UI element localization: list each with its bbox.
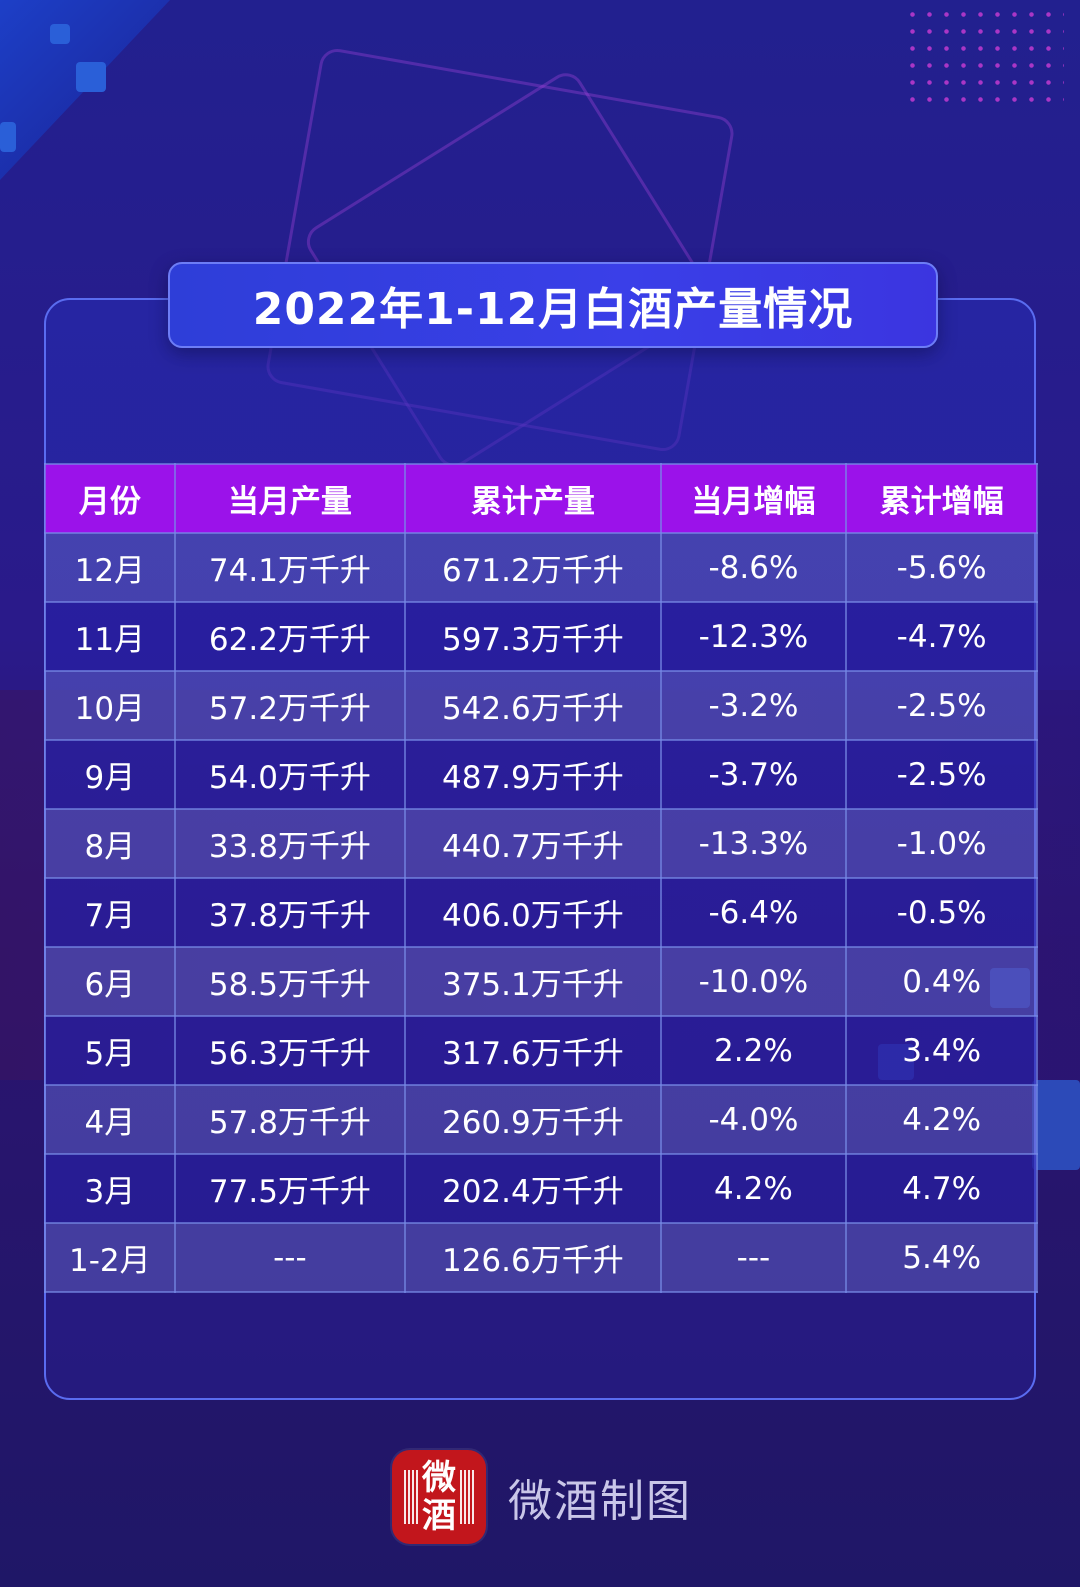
- cell-cumulative-output: 317.6万千升: [404, 1015, 662, 1086]
- table-row: 1-2月 --- 126.6万千升 --- 5.4%: [44, 1222, 1038, 1293]
- cell-cumulative-growth: 4.2%: [845, 1084, 1038, 1155]
- cell-cumulative-output: 406.0万千升: [404, 877, 662, 948]
- cell-monthly-output: 74.1万千升: [173, 532, 407, 603]
- cell-month: 4月: [44, 1084, 176, 1155]
- cell-monthly-growth: -6.4%: [659, 877, 848, 948]
- cell-monthly-output: 57.8万千升: [173, 1084, 407, 1155]
- cell-cumulative-output: 260.9万千升: [404, 1084, 662, 1155]
- cell-cumulative-growth: 4.7%: [845, 1153, 1038, 1224]
- cell-cumulative-output: 671.2万千升: [404, 532, 662, 603]
- table-row: 5月 56.3万千升 317.6万千升 2.2% 3.4%: [44, 1015, 1038, 1086]
- cell-month: 8月: [44, 808, 176, 879]
- logo-text-top: 微: [422, 1458, 456, 1498]
- cell-monthly-output: ---: [173, 1222, 407, 1293]
- cell-monthly-output: 62.2万千升: [173, 601, 407, 672]
- cell-month: 11月: [44, 601, 176, 672]
- cell-monthly-growth: -3.7%: [659, 739, 848, 810]
- logo-bars-right: [460, 1470, 474, 1524]
- cell-cumulative-growth: -0.5%: [845, 877, 1038, 948]
- cell-cumulative-output: 440.7万千升: [404, 808, 662, 879]
- cell-cumulative-growth: 0.4%: [845, 946, 1038, 1017]
- cell-monthly-growth: -12.3%: [659, 601, 848, 672]
- cell-cumulative-output: 597.3万千升: [404, 601, 662, 672]
- cell-month: 5月: [44, 1015, 176, 1086]
- cell-cumulative-output: 202.4万千升: [404, 1153, 662, 1224]
- header-monthly-output: 当月产量: [173, 463, 407, 534]
- dot-pattern-decoration: [904, 6, 1064, 106]
- decorative-square: [0, 122, 16, 152]
- cell-monthly-growth: 4.2%: [659, 1153, 848, 1224]
- cell-cumulative-growth: -1.0%: [845, 808, 1038, 879]
- table-row: 12月 74.1万千升 671.2万千升 -8.6% -5.6%: [44, 532, 1038, 603]
- cell-monthly-output: 33.8万千升: [173, 808, 407, 879]
- cell-month: 6月: [44, 946, 176, 1017]
- title-box: 2022年1-12月白酒产量情况: [168, 262, 938, 348]
- table-row: 11月 62.2万千升 597.3万千升 -12.3% -4.7%: [44, 601, 1038, 672]
- cell-monthly-output: 37.8万千升: [173, 877, 407, 948]
- cell-monthly-growth: -13.3%: [659, 808, 848, 879]
- logo-bars-left: [404, 1470, 418, 1524]
- table-row: 6月 58.5万千升 375.1万千升 -10.0% 0.4%: [44, 946, 1038, 1017]
- cell-monthly-growth: -3.2%: [659, 670, 848, 741]
- cell-monthly-output: 56.3万千升: [173, 1015, 407, 1086]
- cell-month: 3月: [44, 1153, 176, 1224]
- table-row: 3月 77.5万千升 202.4万千升 4.2% 4.7%: [44, 1153, 1038, 1224]
- cell-monthly-growth: -4.0%: [659, 1084, 848, 1155]
- cell-cumulative-output: 487.9万千升: [404, 739, 662, 810]
- cell-monthly-output: 77.5万千升: [173, 1153, 407, 1224]
- cell-month: 9月: [44, 739, 176, 810]
- table-header-row: 月份 当月产量 累计产量 当月增幅 累计增幅: [44, 463, 1038, 534]
- cell-month: 12月: [44, 532, 176, 603]
- cell-month: 7月: [44, 877, 176, 948]
- cell-cumulative-growth: -2.5%: [845, 670, 1038, 741]
- cell-monthly-output: 58.5万千升: [173, 946, 407, 1017]
- cell-cumulative-growth: -4.7%: [845, 601, 1038, 672]
- header-month: 月份: [44, 463, 176, 534]
- cell-monthly-growth: 2.2%: [659, 1015, 848, 1086]
- table-row: 8月 33.8万千升 440.7万千升 -13.3% -1.0%: [44, 808, 1038, 879]
- decorative-square: [50, 24, 70, 44]
- header-cumulative-growth: 累计增幅: [845, 463, 1038, 534]
- table-row: 7月 37.8万千升 406.0万千升 -6.4% -0.5%: [44, 877, 1038, 948]
- cell-monthly-growth: ---: [659, 1222, 848, 1293]
- cell-monthly-output: 57.2万千升: [173, 670, 407, 741]
- cell-month: 1-2月: [44, 1222, 176, 1293]
- production-table: 月份 当月产量 累计产量 当月增幅 累计增幅 12月 74.1万千升 671.2…: [44, 463, 1038, 1293]
- footer-label: 微酒制图: [508, 1476, 692, 1527]
- cell-monthly-growth: -8.6%: [659, 532, 848, 603]
- logo-text-bottom: 酒: [422, 1496, 456, 1536]
- header-monthly-growth: 当月增幅: [659, 463, 848, 534]
- cell-cumulative-growth: 3.4%: [845, 1015, 1038, 1086]
- table-row: 10月 57.2万千升 542.6万千升 -3.2% -2.5%: [44, 670, 1038, 741]
- weijiu-logo-icon: 微 酒: [392, 1450, 486, 1544]
- decorative-square: [76, 62, 106, 92]
- cell-cumulative-output: 542.6万千升: [404, 670, 662, 741]
- cell-cumulative-growth: 5.4%: [845, 1222, 1038, 1293]
- cell-monthly-growth: -10.0%: [659, 946, 848, 1017]
- logo-text: 微 酒: [417, 1459, 461, 1535]
- table-row: 4月 57.8万千升 260.9万千升 -4.0% 4.2%: [44, 1084, 1038, 1155]
- cell-monthly-output: 54.0万千升: [173, 739, 407, 810]
- page-title: 2022年1-12月白酒产量情况: [252, 284, 854, 335]
- table-row: 9月 54.0万千升 487.9万千升 -3.7% -2.5%: [44, 739, 1038, 810]
- cell-cumulative-output: 375.1万千升: [404, 946, 662, 1017]
- cell-cumulative-output: 126.6万千升: [404, 1222, 662, 1293]
- decorative-square: [1032, 1080, 1080, 1170]
- cell-cumulative-growth: -5.6%: [845, 532, 1038, 603]
- cell-month: 10月: [44, 670, 176, 741]
- cell-cumulative-growth: -2.5%: [845, 739, 1038, 810]
- footer-credit: 微 酒 微酒制图: [392, 1450, 692, 1544]
- header-cumulative-output: 累计产量: [404, 463, 662, 534]
